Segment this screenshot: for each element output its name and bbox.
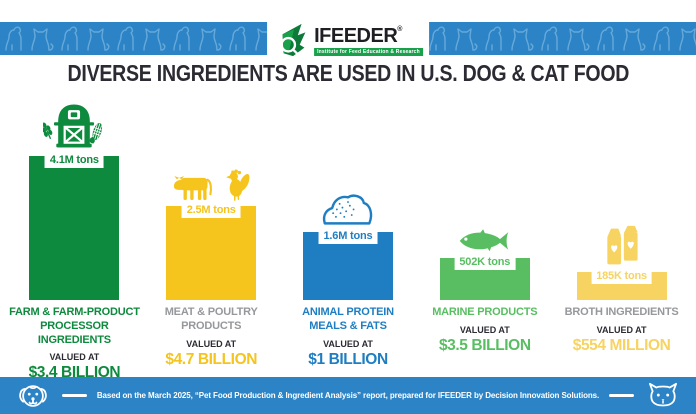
footer-divider-line-right (609, 394, 634, 397)
registered-mark: ® (397, 25, 403, 33)
bar-farm: 4.1M tons (29, 153, 120, 300)
ifeeder-logo: IFEEDER ® Institute for Feed Education &… (267, 21, 429, 59)
category-name-marine: MARINE PRODUCTS (432, 306, 538, 318)
dog-face-icon (19, 384, 47, 407)
value-label-protein-meals: $1 BILLION (308, 350, 388, 368)
brand-wordmark: IFEEDER (314, 24, 398, 47)
value-label-meat-poultry: $4.7 BILLION (165, 350, 258, 368)
source-text: Based on the March 2025, “Pet Food Produ… (96, 391, 600, 400)
rooster-icon (225, 169, 250, 201)
valued-at-label-protein-meals: VALUED AT (323, 338, 373, 349)
protein-meal-pile-icon (322, 194, 373, 225)
category-name-farm: FARM & FARM-PRODUCT PROCESSOR INGREDIENT… (9, 306, 140, 346)
bar-chart: 4.1M tons (6, 95, 690, 300)
valued-at-label-broth: VALUED AT (596, 324, 647, 335)
top-banner-left (0, 22, 280, 55)
bar-marine: 502K tons (439, 255, 530, 300)
label-column-farm: FARM & FARM-PRODUCT PROCESSOR INGREDIENT… (6, 306, 143, 382)
bar-column-broth: 185K tons (553, 224, 690, 300)
page-title-wrap: DIVERSE INGREDIENTS ARE USED IN U.S. DOG… (0, 60, 696, 87)
cow-icon (173, 175, 212, 200)
label-column-marine: MARINE PRODUCTS VALUED AT $3.5 BILLION (416, 306, 553, 355)
tons-tag-protein-meals: 1.6M tons (318, 229, 378, 244)
bar-chart-labels: FARM & FARM-PRODUCT PROCESSOR INGREDIENT… (6, 306, 690, 382)
leaf-magnifier-icon (280, 23, 306, 57)
top-banner-right (424, 22, 696, 55)
page-title: DIVERSE INGREDIENTS ARE USED IN U.S. DOG… (67, 60, 629, 86)
bar-broth: 185K tons (576, 269, 667, 300)
bar-protein-meals: 1.6M tons (302, 229, 393, 300)
bar-column-protein-meals: 1.6M tons (280, 189, 417, 300)
footer-divider-line-left (62, 394, 87, 397)
barn-icon (43, 104, 103, 148)
tons-tag-meat-poultry: 2.5M tons (181, 203, 241, 218)
source-footer: Based on the March 2025, “Pet Food Produ… (0, 377, 696, 414)
bar-column-farm: 4.1M tons (6, 98, 143, 300)
tons-tag-marine: 502K tons (454, 255, 516, 270)
pet-silhouettes-pattern (5, 26, 278, 51)
label-column-protein-meals: ANIMAL PROTEIN MEALS & FATS VALUED AT $1… (280, 306, 417, 369)
label-column-meat-poultry: MEAT & POULTRY PRODUCTS VALUED AT $4.7 B… (143, 306, 280, 369)
fish-icon (459, 229, 509, 252)
cat-face-icon (648, 382, 678, 406)
bar-meat-poultry: 2.5M tons (166, 203, 257, 300)
brand-tagline: Institute for Feed Education & Research (314, 47, 423, 56)
value-label-marine: $3.5 BILLION (438, 336, 531, 354)
label-column-broth: BROTH INGREDIENTS VALUED AT $554 MILLION (553, 306, 690, 355)
tons-tag-broth: 185K tons (591, 269, 652, 284)
valued-at-label-marine: VALUED AT (459, 324, 510, 335)
category-name-meat-poultry: MEAT & POULTRY PRODUCTS (164, 306, 258, 332)
pet-silhouettes-pattern (429, 26, 696, 51)
bar-column-marine: 502K tons (416, 226, 553, 300)
broth-cartons-icon (606, 225, 638, 265)
tons-tag-farm: 4.1M tons (44, 153, 104, 168)
value-label-broth: $554 MILLION (572, 336, 671, 354)
valued-at-label-farm: VALUED AT (49, 352, 100, 363)
category-name-protein-meals: ANIMAL PROTEIN MEALS & FATS (302, 306, 394, 332)
bar-column-meat-poultry: 2.5M tons (143, 169, 280, 300)
category-name-broth: BROTH INGREDIENTS (564, 306, 679, 318)
valued-at-label-meat-poultry: VALUED AT (186, 338, 237, 349)
